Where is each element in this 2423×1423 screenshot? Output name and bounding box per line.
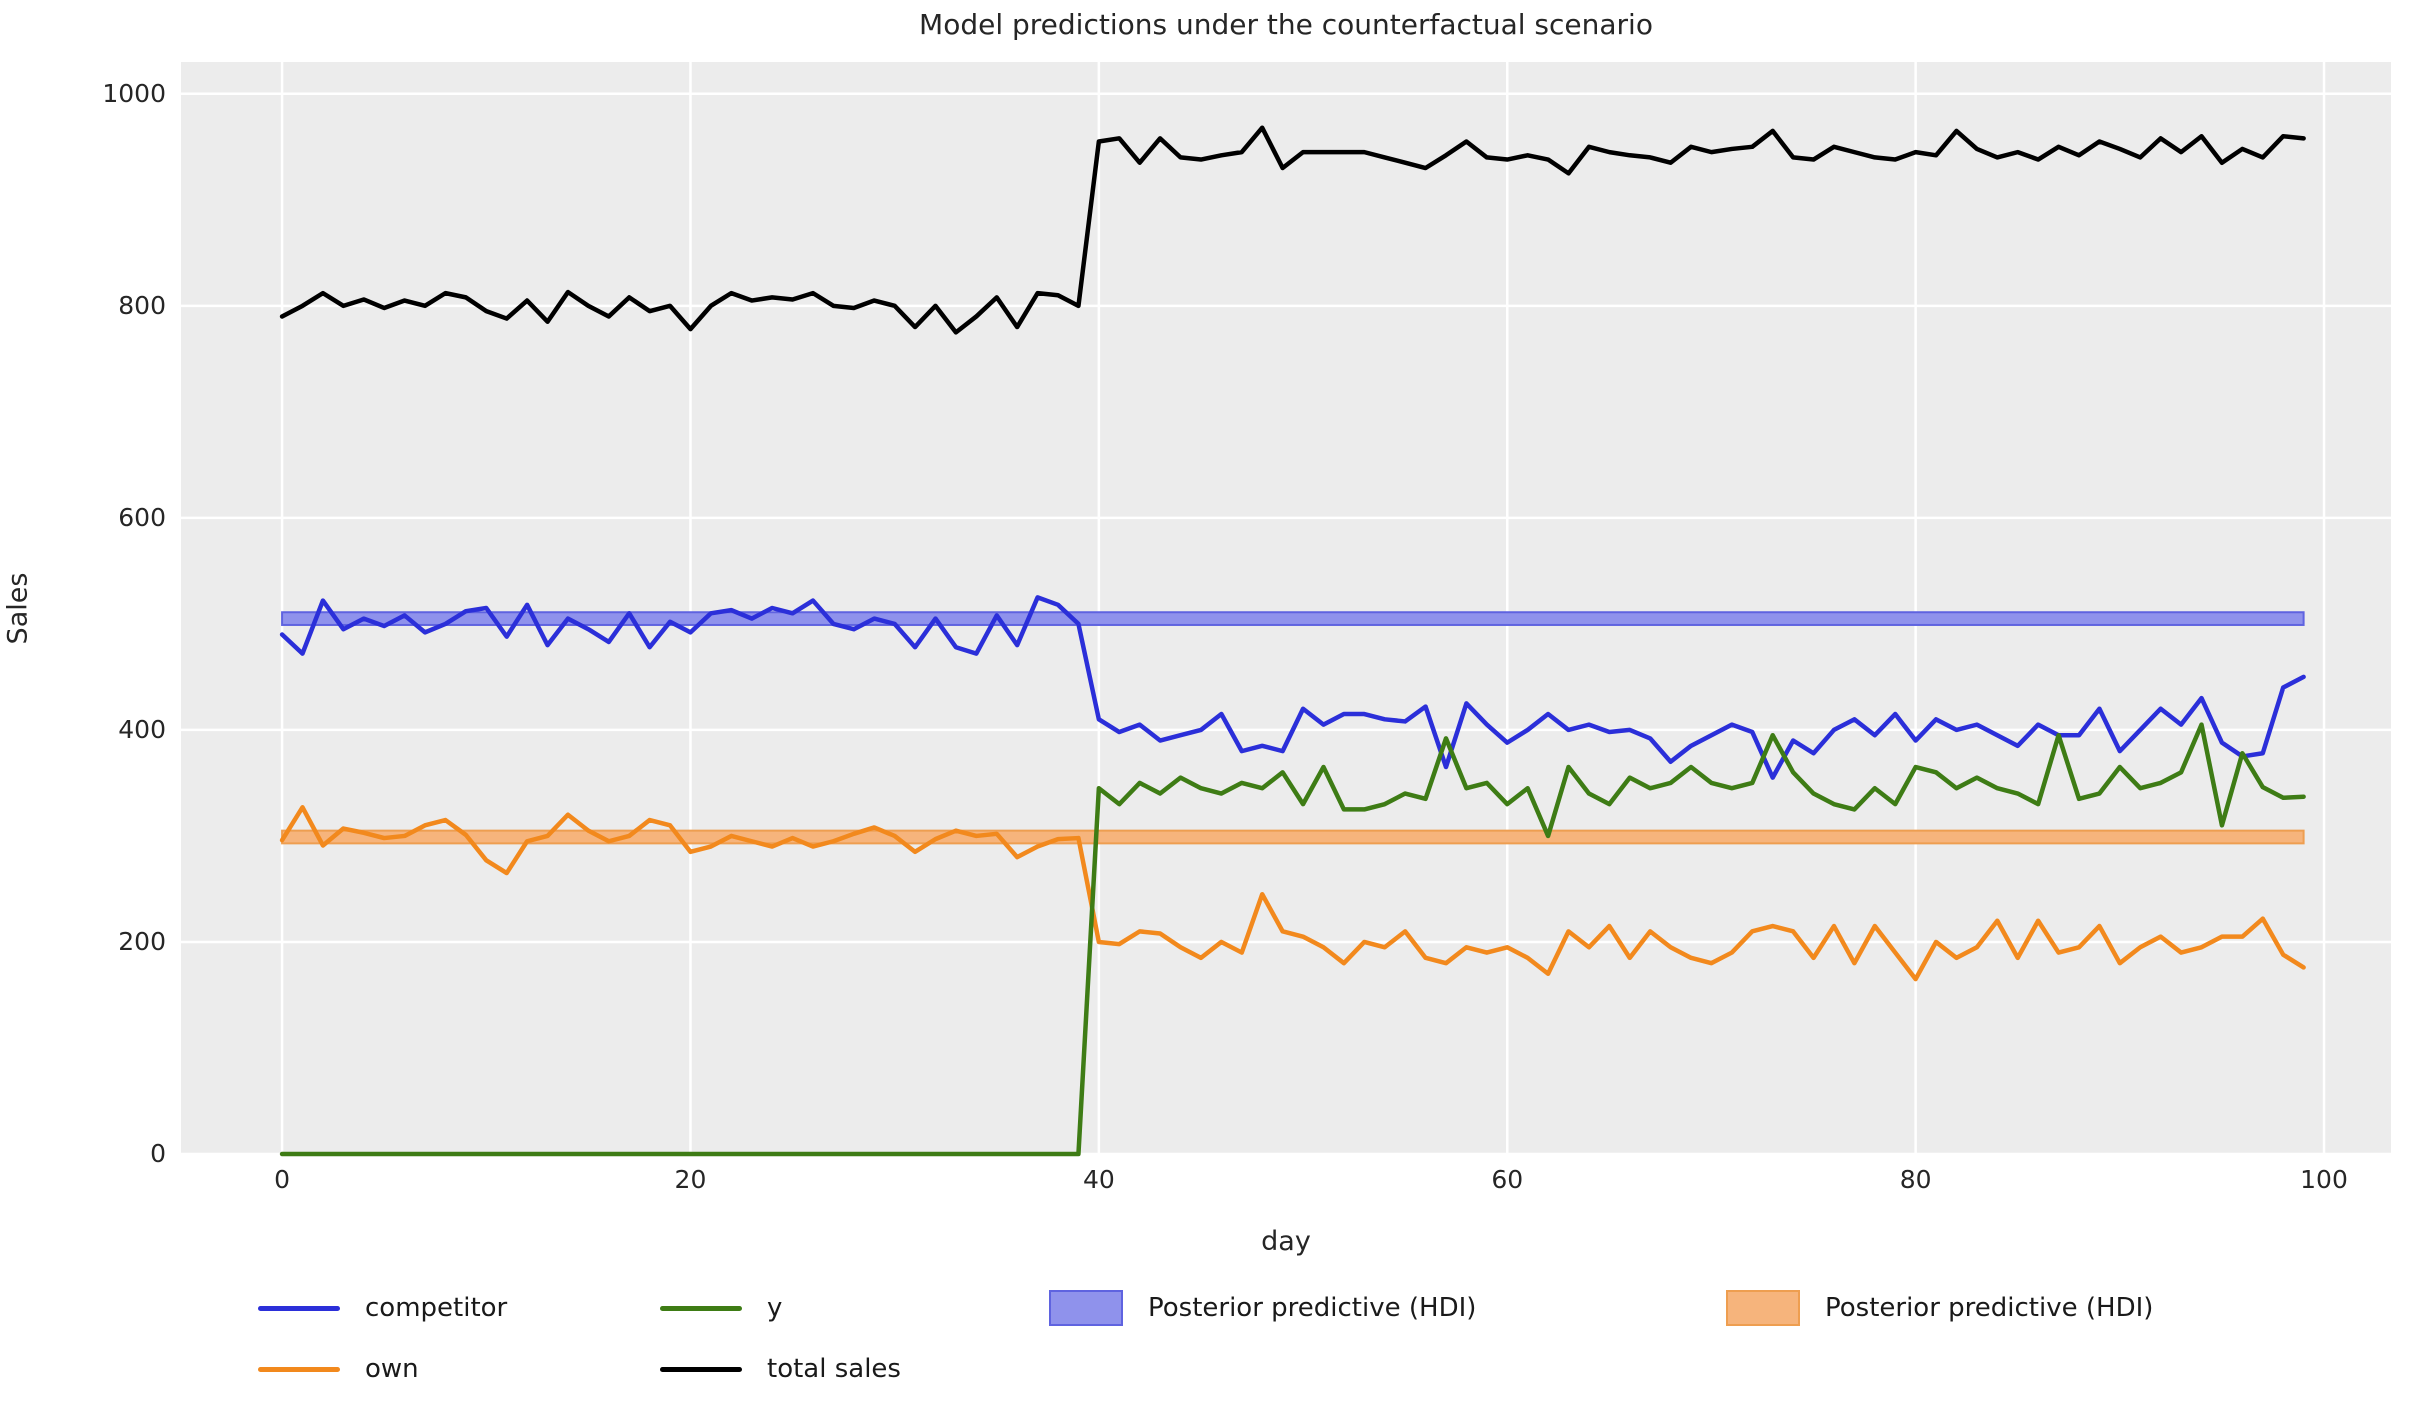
- legend-line-swatch: [258, 1305, 340, 1311]
- chart-title: Model predictions under the counterfactu…: [919, 8, 1653, 41]
- y-tick-label: 0: [150, 1139, 166, 1168]
- x-tick-label: 40: [1082, 1165, 1115, 1194]
- x-tick-label: 100: [2300, 1165, 2348, 1194]
- legend-label: own: [365, 1354, 419, 1384]
- legend-item-posterior-predictive-hdi-blue: Posterior predictive (HDI): [1049, 1288, 1476, 1328]
- legend-line-swatch: [660, 1305, 742, 1311]
- legend-label: competitor: [365, 1293, 508, 1323]
- legend-item-y: y: [660, 1288, 782, 1328]
- y-axis-label: Sales: [2, 572, 34, 645]
- y-tick-label: 600: [118, 502, 166, 532]
- y-tick-label: 800: [118, 290, 166, 320]
- x-tick-label: 20: [674, 1165, 707, 1194]
- legend-patch-swatch: [1726, 1290, 1800, 1326]
- series-line-competitor: [279, 595, 2306, 780]
- legend-item-posterior-predictive-hdi-orange: Posterior predictive (HDI): [1726, 1288, 2153, 1328]
- legend-item-competitor: competitor: [258, 1288, 507, 1328]
- x-tick-label: 60: [1491, 1165, 1524, 1194]
- plot-area: [181, 62, 2391, 1154]
- x-tick-label: 0: [274, 1165, 291, 1194]
- series-line-total-sales: [279, 125, 2306, 335]
- legend-line-swatch: [258, 1366, 340, 1372]
- y-tick-label: 400: [118, 714, 166, 744]
- y-tick-label: 1000: [102, 78, 166, 108]
- legend-item-own: own: [258, 1349, 419, 1389]
- hdi-band-own: [281, 829, 2305, 845]
- x-tick-label: 80: [1899, 1165, 1932, 1194]
- legend-label: Posterior predictive (HDI): [1148, 1293, 1477, 1323]
- hdi-band-competitor: [281, 611, 2305, 626]
- legend-line-swatch: [660, 1366, 742, 1372]
- legend-patch-swatch: [1049, 1290, 1123, 1326]
- y-tick-label: 200: [118, 926, 166, 956]
- legend-item-total-sales: total sales: [660, 1349, 901, 1389]
- x-axis-label: day: [1261, 1226, 1311, 1257]
- legend-label: y: [767, 1293, 783, 1323]
- series-line-own: [279, 805, 2306, 982]
- legend-label: Posterior predictive (HDI): [1825, 1293, 2154, 1323]
- legend-label: total sales: [767, 1354, 901, 1384]
- series-line-y: [279, 722, 2306, 1157]
